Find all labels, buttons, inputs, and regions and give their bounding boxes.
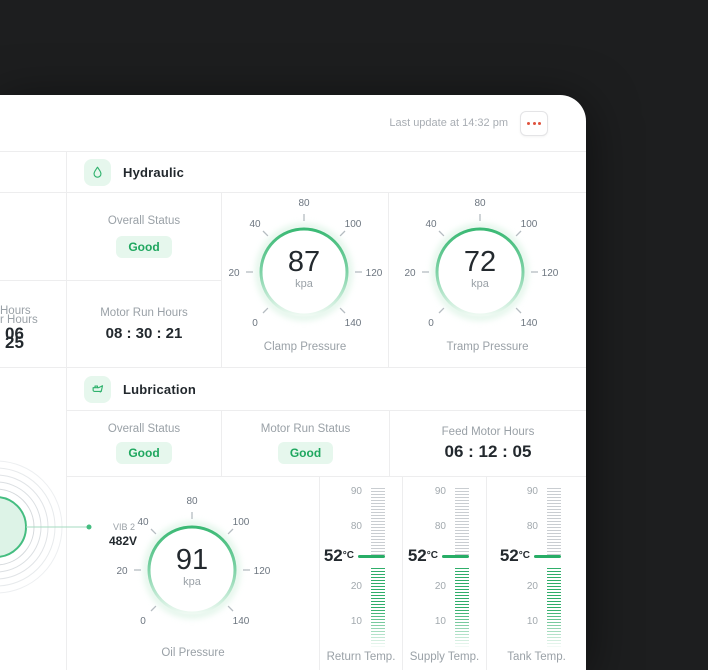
thermo-scale-label: 20 [434, 581, 446, 592]
gauge-tick-label: 120 [366, 268, 383, 279]
gauge-tick-label: 40 [137, 517, 149, 528]
leftcol-cell-2: Hours 06 [0, 281, 67, 368]
hydraulic-overall-status-cell: Overall Status Good [67, 193, 222, 281]
thermo-ruler [455, 488, 469, 649]
status-badge: Good [116, 236, 172, 258]
overall-status-label: Overall Status [107, 215, 181, 227]
feed-motor-hours-cell: Feed Motor Hours 06 : 12 : 05 [390, 411, 586, 477]
thermo-mark-line [534, 555, 561, 558]
clamp-pressure-panel: Clamp Pressure [222, 193, 389, 368]
tank-temp-value: 52°C [499, 546, 530, 565]
thermo-scale-label: 80 [434, 521, 446, 532]
oil-pressure-value: 91 kpa [175, 544, 209, 588]
oil-pressure-gauge: 0 20 40 80 100 120 140 [116, 496, 271, 627]
tramp-pressure-caption: Tramp Pressure [446, 341, 529, 353]
motor-run-hours-value: 08 : 30 : 21 [105, 324, 183, 342]
gauge-tick-label: 80 [474, 198, 486, 209]
gauge-tick-label: 120 [542, 268, 559, 279]
leftcol-cell-1-label: r Hours [0, 314, 38, 326]
gauge-tick-label: 140 [233, 616, 250, 627]
status-badge: Good [116, 442, 172, 464]
thermo-scale-label: 90 [350, 486, 362, 497]
gauge-tick-label: 20 [228, 268, 240, 279]
return-temp-value: 52°C [323, 546, 354, 565]
oil-pressure-panel: Oil Pressure [67, 477, 320, 670]
leftcol-cell-1: r Hours 25 [0, 193, 67, 352]
thermo-scale-label: 20 [526, 581, 538, 592]
thermo-scale-label: 90 [526, 486, 538, 497]
motor-run-status-label: Motor Run Status [260, 423, 351, 435]
oil-can-icon [84, 375, 111, 403]
last-update-text: Last update at 14:32 pm [389, 117, 508, 129]
thermo-ruler [371, 488, 385, 649]
gauge-tick-label: 80 [298, 198, 310, 209]
topbar: Last update at 14:32 pm [0, 95, 586, 152]
gauge-tick-label: 120 [254, 566, 271, 577]
thermo-scale-label: 10 [526, 616, 538, 627]
gauge-tick-label: 40 [249, 219, 261, 230]
gauge-tick-label: 140 [345, 318, 362, 329]
tramp-pressure-gauge: 0 20 40 80 100 120 140 [404, 198, 559, 329]
supply-temp-panel: 90 80 20 10 52°C Supply Temp. [403, 477, 487, 670]
motor-run-status-cell: Motor Run Status Good [222, 411, 390, 477]
gauge-tick-label: 20 [404, 268, 416, 279]
motor-run-hours-cell: Motor Run Hours 08 : 30 : 21 [67, 281, 222, 368]
gauge-tick-label: 100 [233, 517, 250, 528]
thermo-scale-label: 80 [526, 521, 538, 532]
thermo-ruler [547, 488, 561, 649]
thermo-scale-label: 80 [350, 521, 362, 532]
clamp-pressure-value: 87 kpa [287, 246, 321, 290]
return-temp-caption: Return Temp. [326, 651, 396, 663]
gauge-tick-label: 20 [116, 566, 128, 577]
gauge-tick-label: 0 [140, 616, 146, 627]
thermo-scale-label: 90 [434, 486, 446, 497]
thermo-mark-line [442, 555, 469, 558]
tank-temp-panel: 90 80 20 10 52°C Tank Temp. [487, 477, 586, 670]
leftcol-header-band [0, 152, 67, 193]
ellipsis-icon [527, 121, 530, 125]
feed-motor-hours-label: Feed Motor Hours [441, 425, 535, 438]
tramp-pressure-panel: Tramp Pressure [389, 193, 586, 368]
lub-overall-status-cell: Overall Status Good [67, 411, 222, 477]
clamp-pressure-caption: Clamp Pressure [263, 341, 347, 353]
tramp-pressure-value: 72 kpa [463, 246, 497, 290]
supply-temp-value: 52°C [407, 546, 438, 565]
thermo-scale-label: 10 [434, 616, 446, 627]
tank-temp-caption: Tank Temp. [507, 651, 566, 663]
gauge-tick-label: 100 [345, 219, 362, 230]
lubrication-section-header: Lubrication [67, 368, 586, 411]
leftcol-cell-1-value: 25 [5, 333, 24, 352]
status-badge: Good [277, 442, 334, 464]
gauge-tick-label: 100 [521, 219, 538, 230]
lub-overall-status-label: Overall Status [107, 423, 181, 435]
hydraulic-section-header: Hydraulic [67, 152, 586, 193]
gauge-tick-label: 40 [425, 219, 437, 230]
leftcol-cell-2-value: 06 [5, 324, 24, 343]
feed-motor-hours-value: 06 : 12 : 05 [444, 441, 532, 461]
return-temp-panel: 90 80 20 10 52°C Return Temp. [320, 477, 403, 670]
dashboard-card: Last update at 14:32 pm r Hours 25 Hours… [0, 95, 586, 670]
hydraulic-title: Hydraulic [123, 164, 185, 180]
droplet-icon [84, 158, 111, 186]
leftcol-vib-cell [0, 368, 67, 670]
lubrication-title: Lubrication [123, 381, 196, 397]
gauge-tick-label: 0 [252, 318, 258, 329]
supply-temp-caption: Supply Temp. [409, 651, 480, 663]
gauge-tick-label: 140 [521, 318, 538, 329]
thermo-mark-line [358, 555, 385, 558]
thermo-scale-label: 20 [350, 581, 362, 592]
gauge-tick-label: 80 [186, 496, 198, 507]
motor-run-hours-label: Motor Run Hours [100, 306, 188, 319]
leftcol-cell-2-label: Hours [0, 305, 31, 317]
ellipsis-menu-button[interactable] [520, 110, 548, 136]
clamp-pressure-gauge: 0 20 40 80 100 120 140 [228, 198, 383, 329]
oil-pressure-caption: Oil Pressure [161, 647, 225, 659]
thermo-scale-label: 10 [350, 616, 362, 627]
gauge-tick-label: 0 [428, 318, 434, 329]
